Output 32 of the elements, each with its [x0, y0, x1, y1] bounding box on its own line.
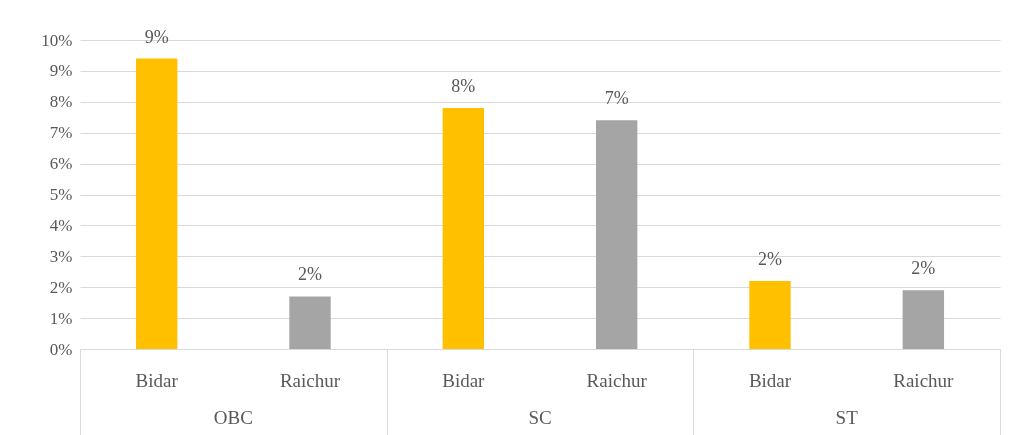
bar: [289, 296, 331, 349]
data-label: 2%: [298, 264, 322, 285]
bar: [442, 107, 485, 349]
data-label: 2%: [758, 249, 782, 270]
y-tick-label: 1%: [49, 308, 73, 328]
y-tick-label: 9%: [49, 61, 73, 81]
text: Raichur: [893, 370, 954, 391]
y-tick-label: 6%: [49, 154, 73, 174]
y-tick-label: 8%: [49, 92, 73, 112]
bar: [902, 290, 945, 349]
data-label: 2%: [911, 258, 936, 279]
data-label: 9%: [144, 26, 169, 47]
y-tick-label: 7%: [49, 123, 73, 143]
x-tick-label: OBC: [213, 407, 253, 428]
y-tick-label: 0%: [49, 339, 73, 359]
x-tick-label: ST: [835, 407, 859, 428]
y-tick-label: 5%: [49, 185, 73, 204]
bar: [749, 281, 791, 349]
data-label: 7%: [604, 88, 629, 109]
text: Bidar: [442, 370, 485, 391]
y-tick-label: 2%: [49, 277, 73, 297]
data-label: 8%: [451, 75, 476, 96]
series-label: Raichur: [586, 370, 648, 391]
y-tick-label: 10%: [41, 30, 73, 50]
text: Bidar: [748, 370, 792, 391]
bar: [595, 120, 638, 349]
y-tick-label: 3%: [49, 246, 73, 266]
text: Raichur: [279, 370, 341, 391]
y-tick-label: 4%: [49, 215, 73, 235]
bar: [135, 58, 178, 349]
series-label: Bidar: [135, 370, 179, 391]
x-tick-label: SC: [528, 407, 552, 428]
